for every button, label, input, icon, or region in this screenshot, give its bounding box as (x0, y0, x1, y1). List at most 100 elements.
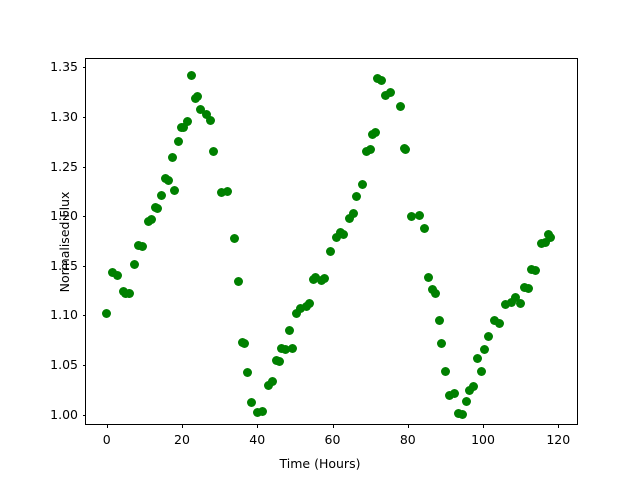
scatter-point (292, 308, 302, 318)
y-axis-tick (82, 315, 86, 317)
scatter-point (540, 238, 550, 248)
scatter-point (401, 145, 411, 155)
y-axis-tick-label: 1.00 (50, 406, 78, 422)
scatter-point (264, 381, 274, 391)
scatter-point (501, 299, 511, 309)
scatter-point (173, 137, 183, 147)
x-axis-tick-label: 40 (249, 432, 266, 447)
scatter-point (386, 87, 396, 97)
scatter-point (113, 271, 123, 281)
y-axis-tick-label: 1.20 (50, 208, 78, 224)
scatter-point (205, 116, 215, 126)
scatter-point (156, 190, 166, 200)
scatter-point (444, 391, 454, 401)
scatter-point (435, 315, 445, 325)
y-axis-tick (82, 117, 86, 119)
y-axis-tick (82, 67, 86, 69)
scatter-point (495, 318, 505, 328)
scatter-point (352, 191, 362, 201)
scatter-point (331, 232, 341, 242)
scatter-point (348, 208, 358, 218)
scatter-point (216, 187, 226, 197)
y-axis-label: Normalised Flux (56, 191, 72, 292)
scatter-point (326, 247, 336, 257)
x-axis-tick (483, 424, 485, 428)
scatter-point (420, 223, 430, 233)
scatter-point (275, 356, 285, 366)
x-axis-tick (558, 424, 560, 428)
scatter-plot-area (86, 59, 577, 424)
y-axis-tick (82, 166, 86, 168)
scatter-point (186, 70, 196, 80)
scatter-point (230, 233, 240, 243)
y-axis-tick-label: 1.25 (50, 158, 78, 174)
y-axis-tick-label: 1.05 (50, 356, 78, 372)
scatter-point (469, 382, 479, 392)
scatter-point (358, 179, 368, 189)
scatter-point (288, 343, 298, 353)
scatter-point (457, 410, 467, 420)
scatter-point (209, 147, 219, 157)
scatter-point (472, 353, 482, 363)
x-axis-tick (106, 424, 108, 428)
scatter-point (243, 368, 253, 378)
scatter-point (201, 109, 211, 119)
scatter-point (450, 389, 460, 399)
x-axis-tick-label: 20 (174, 432, 190, 447)
scatter-point (344, 213, 354, 223)
scatter-point (506, 298, 516, 307)
scatter-point (153, 203, 162, 213)
scatter-point (376, 75, 386, 85)
y-axis-tick-label: 1.10 (50, 307, 78, 323)
scatter-point (423, 273, 433, 283)
x-axis-tick-label: 100 (471, 432, 495, 447)
scatter-point (523, 284, 533, 294)
x-axis-tick-label: 120 (546, 432, 571, 447)
scatter-point (531, 266, 541, 276)
scatter-point (164, 176, 174, 185)
x-axis-label: Time (Hours) (279, 456, 361, 471)
scatter-point (431, 289, 441, 299)
scatter-point (169, 185, 179, 195)
x-axis-tick (257, 424, 259, 428)
scatter-point (183, 117, 193, 127)
y-axis-tick (82, 265, 86, 267)
scatter-point (371, 128, 381, 138)
scatter-point (461, 397, 471, 407)
scatter-point (192, 91, 202, 101)
y-axis-tick (82, 364, 86, 366)
scatter-point (476, 367, 486, 377)
scatter-point (407, 211, 417, 221)
scatter-point (465, 386, 475, 396)
scatter-point (437, 338, 447, 348)
x-axis-tick (181, 424, 183, 428)
scatter-point (233, 277, 243, 287)
scatter-point (440, 367, 450, 377)
scatter-point (414, 210, 424, 220)
scatter-point (339, 229, 349, 239)
scatter-point (320, 274, 330, 284)
scatter-point (267, 377, 277, 387)
scatter-point (510, 293, 520, 303)
scatter-point (296, 303, 305, 313)
scatter-point (311, 273, 321, 283)
y-axis-tick-label: 1.30 (50, 109, 78, 125)
scatter-point (147, 214, 157, 224)
y-axis-label-wrapper: Normalised Flux (0, 58, 72, 425)
scatter-point (380, 90, 390, 100)
scatter-point (247, 398, 257, 408)
scatter-point (124, 289, 134, 299)
y-axis-tick-label: 1.15 (50, 257, 78, 273)
y-axis-tick (82, 414, 86, 416)
x-axis-tick-label: 80 (399, 432, 416, 447)
x-axis-tick (407, 424, 409, 428)
scatter-point (179, 123, 189, 133)
scatter-point (480, 344, 490, 354)
scatter-point (395, 101, 405, 111)
x-axis-tick-label: 60 (324, 432, 341, 447)
scatter-point (196, 104, 206, 114)
scatter-point (222, 186, 232, 196)
plot-axes: 1.00 1.05 1.10 1.15 1.20 1.25 1.30 1.35 0 20 40 60 8… (50, 58, 578, 447)
scatter-point (516, 299, 526, 308)
